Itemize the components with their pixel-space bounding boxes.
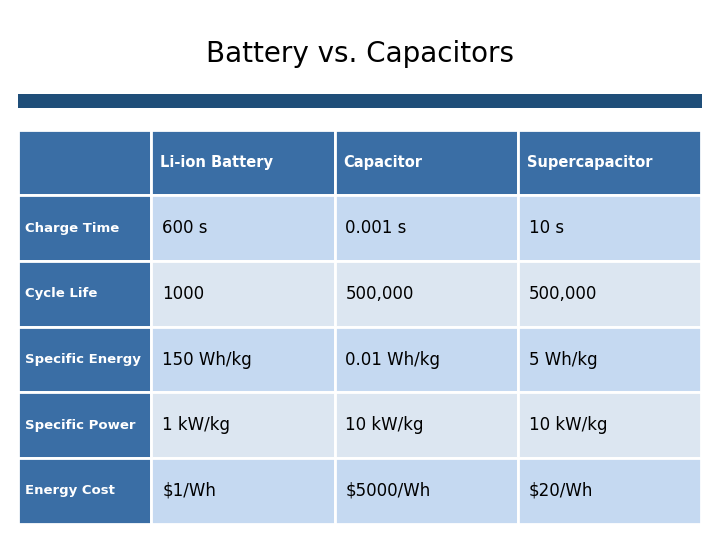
Bar — [18, 458, 151, 524]
Bar — [335, 195, 518, 261]
Bar — [518, 261, 701, 327]
Bar — [18, 130, 151, 195]
Text: 500,000: 500,000 — [528, 285, 597, 303]
Bar — [518, 195, 701, 261]
Text: Specific Power: Specific Power — [25, 418, 135, 432]
Bar — [518, 130, 701, 195]
Bar — [18, 327, 151, 393]
Text: Specific Energy: Specific Energy — [25, 353, 141, 366]
Text: 150 Wh/kg: 150 Wh/kg — [162, 350, 252, 368]
Bar — [335, 327, 518, 393]
Text: Cycle Life: Cycle Life — [25, 287, 98, 300]
Bar — [335, 130, 518, 195]
Text: 1000: 1000 — [162, 285, 204, 303]
Text: 500,000: 500,000 — [346, 285, 414, 303]
Bar — [18, 94, 702, 108]
Text: $1/Wh: $1/Wh — [162, 482, 216, 500]
Text: 5 Wh/kg: 5 Wh/kg — [528, 350, 598, 368]
Bar — [151, 261, 335, 327]
Text: 10 s: 10 s — [528, 219, 564, 237]
Bar — [151, 195, 335, 261]
Text: Charge Time: Charge Time — [25, 221, 120, 235]
Text: 10 kW/kg: 10 kW/kg — [346, 416, 424, 434]
Bar — [335, 458, 518, 524]
Bar — [151, 458, 335, 524]
Text: Energy Cost: Energy Cost — [25, 484, 115, 497]
Bar — [518, 458, 701, 524]
Text: $20/Wh: $20/Wh — [528, 482, 593, 500]
Text: Li-ion Battery: Li-ion Battery — [160, 155, 273, 170]
Text: 0.01 Wh/kg: 0.01 Wh/kg — [346, 350, 441, 368]
Bar — [18, 195, 151, 261]
Text: Supercapacitor: Supercapacitor — [526, 155, 652, 170]
Text: 10 kW/kg: 10 kW/kg — [528, 416, 607, 434]
Bar — [335, 393, 518, 458]
Text: 1 kW/kg: 1 kW/kg — [162, 416, 230, 434]
Text: $5000/Wh: $5000/Wh — [346, 482, 431, 500]
Bar — [151, 327, 335, 393]
Bar — [151, 130, 335, 195]
Bar — [18, 261, 151, 327]
Bar — [518, 393, 701, 458]
Bar — [335, 261, 518, 327]
Text: 0.001 s: 0.001 s — [346, 219, 407, 237]
Text: Capacitor: Capacitor — [343, 155, 423, 170]
Bar — [151, 393, 335, 458]
Text: 600 s: 600 s — [162, 219, 207, 237]
Bar — [518, 327, 701, 393]
Bar — [18, 393, 151, 458]
Text: Battery vs. Capacitors: Battery vs. Capacitors — [206, 40, 514, 68]
